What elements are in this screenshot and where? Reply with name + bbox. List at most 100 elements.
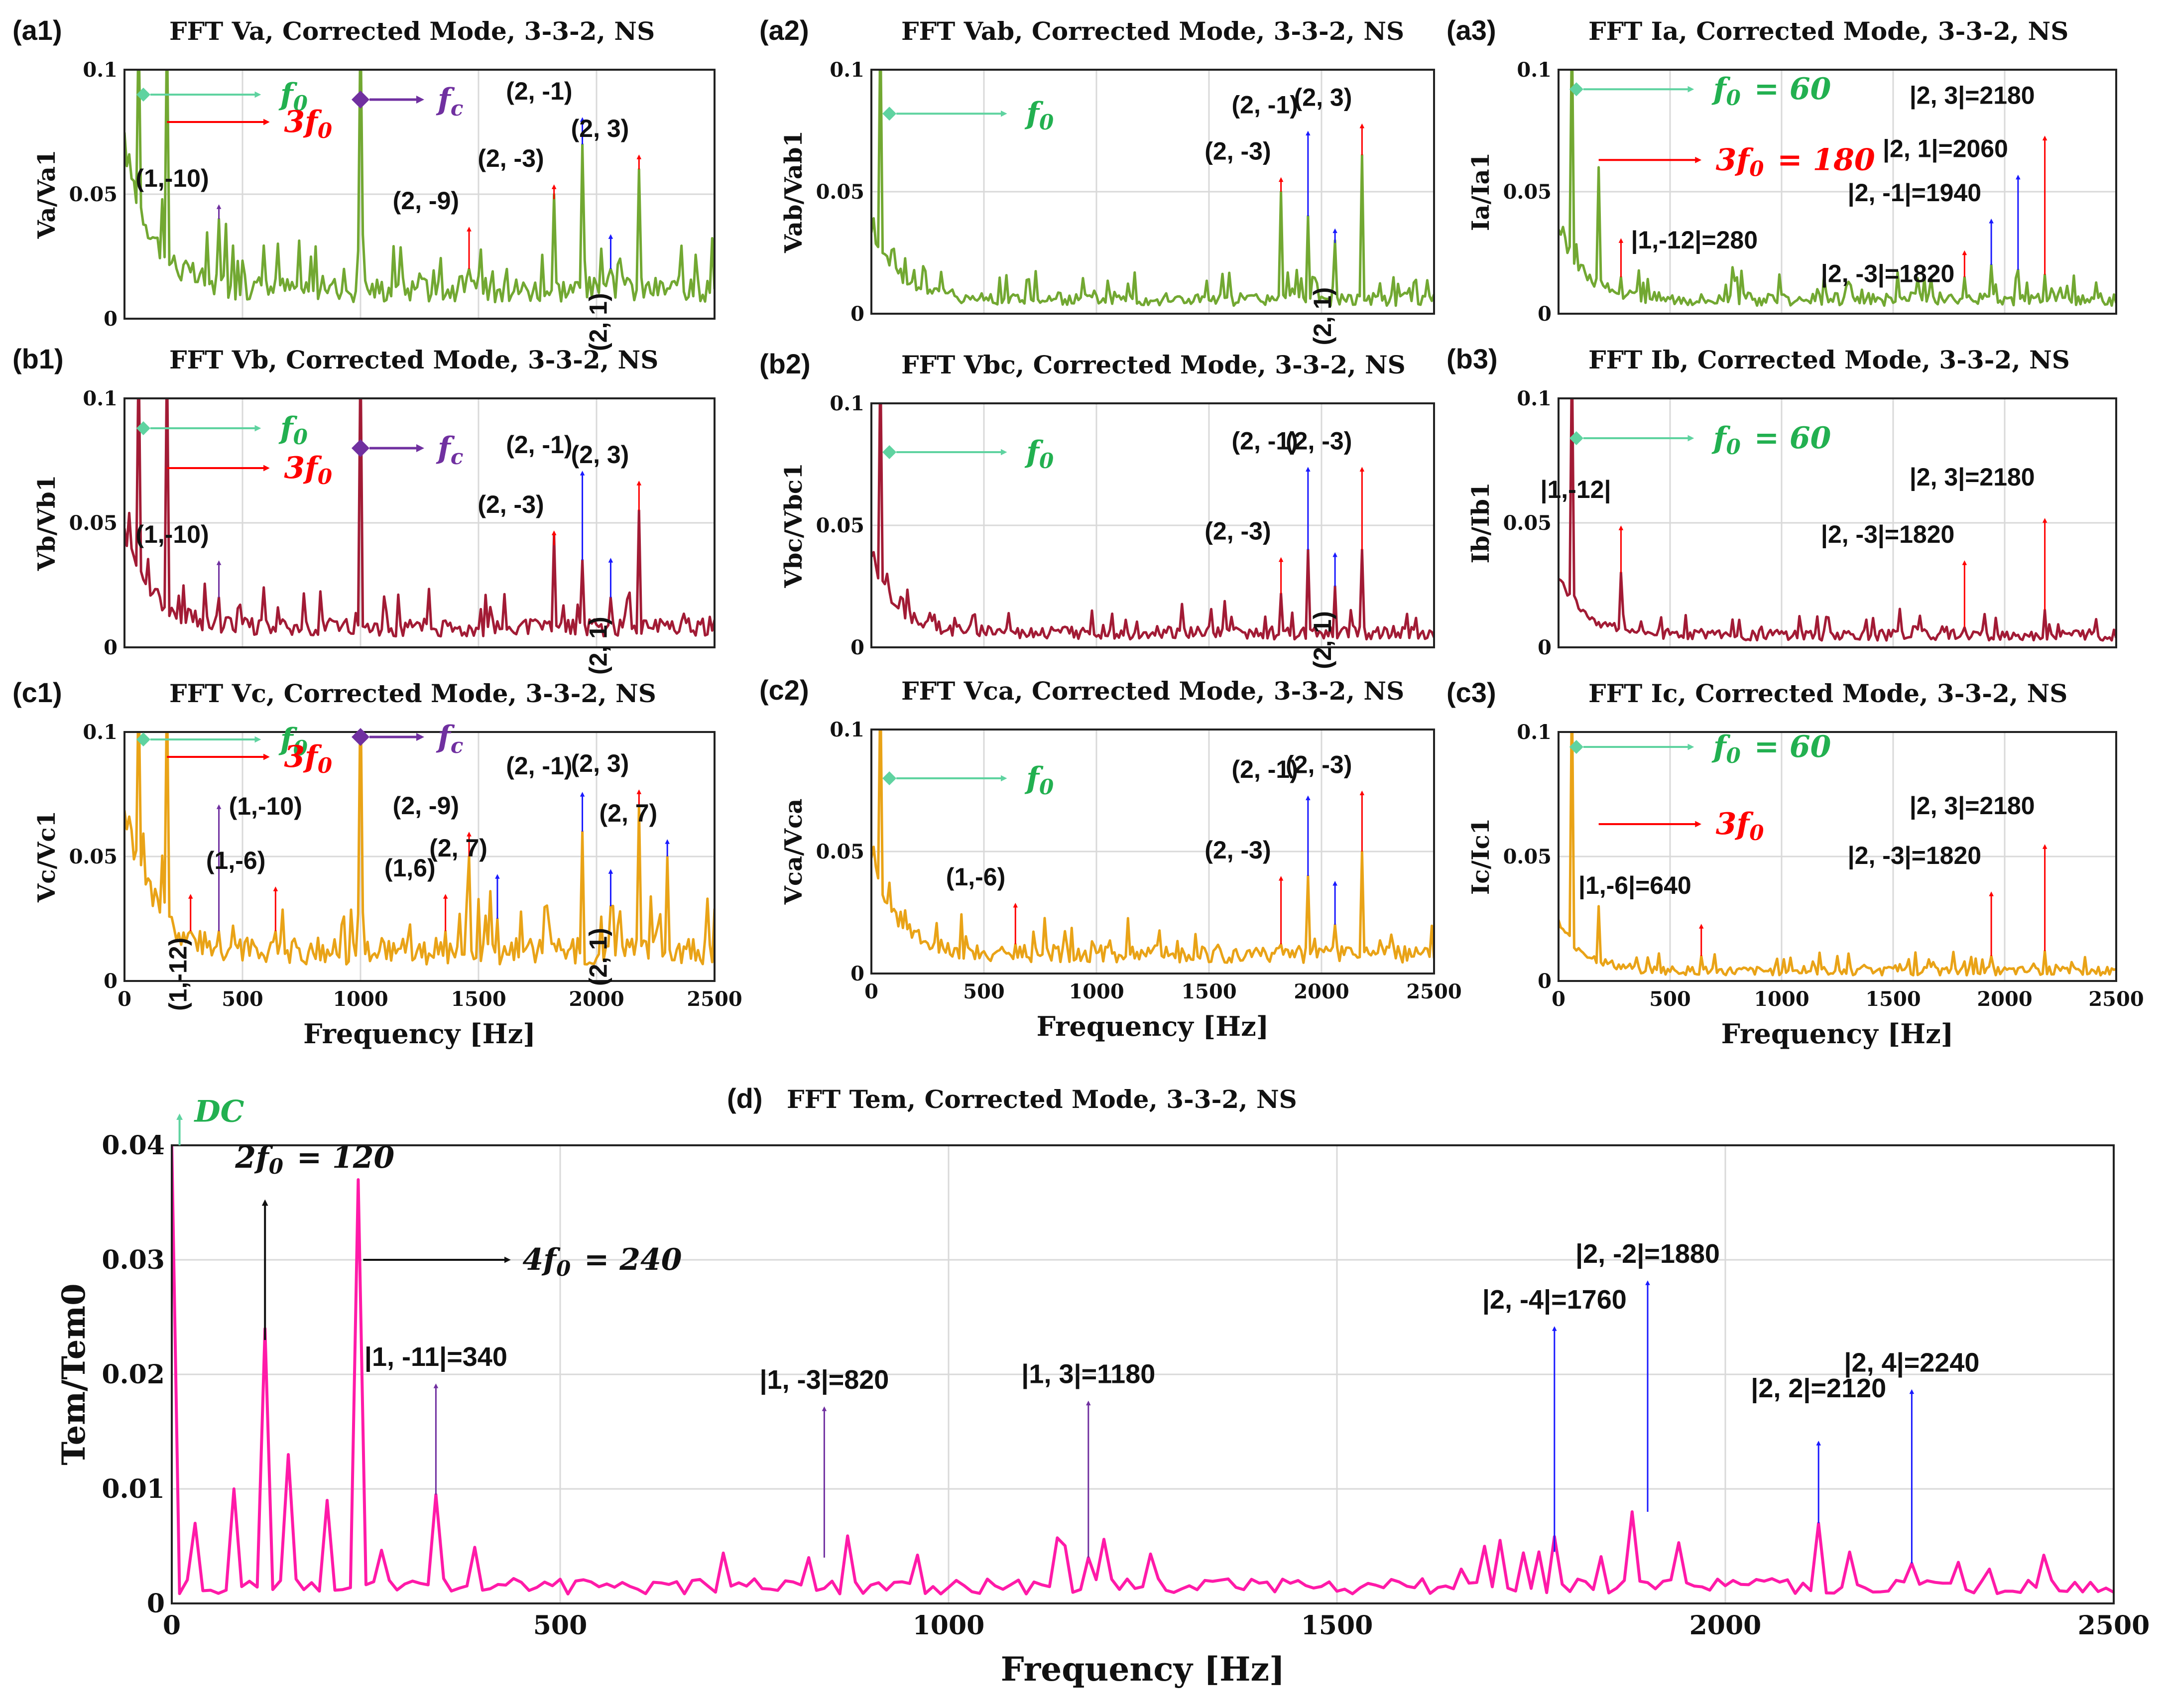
peak-label: (2, 3) <box>571 749 629 777</box>
y-tick-label: 0 <box>1538 302 1552 326</box>
panel-title: FFT Ia, Corrected Mode, 3-3-2, NS <box>1588 16 2068 46</box>
grid <box>1559 732 2116 981</box>
peak-label: |2, 3|=2180 <box>1910 463 2035 491</box>
peak-label: (2, -9) <box>393 792 459 820</box>
y-tick-label: 0.02 <box>102 1359 165 1390</box>
panel-label: (a2) <box>759 14 809 46</box>
peak-label: (1,-6) <box>206 847 265 874</box>
y-tick-label: 0.05 <box>816 180 864 204</box>
panel-title: FFT Ic, Corrected Mode, 3-3-2, NS <box>1588 679 2067 708</box>
y-tick-label: 0.1 <box>83 58 118 82</box>
x-tick-label: 0 <box>163 1610 181 1641</box>
y-axis-label: Vb/Vb1 <box>33 475 61 572</box>
peak-label: (2, 7) <box>429 834 487 862</box>
f0-diamond <box>882 107 897 121</box>
y-tick-label: 0.1 <box>1517 58 1552 82</box>
peak-label: (2, 1) <box>1309 611 1336 669</box>
f0-label: f0 <box>278 411 311 449</box>
panel-label: (b2) <box>759 348 811 379</box>
y-axis-label: Vab/Vab1 <box>780 130 808 253</box>
grid <box>124 732 715 981</box>
panel-a2: (a2) FFT Vab, Corrected Mode, 3-3-2, NS 0 0… <box>759 14 1435 345</box>
y-tick-label: 0 <box>850 636 864 659</box>
f0-diamond <box>1569 740 1583 754</box>
panel-c1: (c1) FFT Vc, Corrected Mode, 3-3-2, NS 0 0.… <box>12 677 742 1050</box>
x-tick-label: 0 <box>118 987 131 1011</box>
y-tick-label: 0.05 <box>816 514 864 537</box>
x-axis-label: Frequency [Hz] <box>1037 1010 1269 1042</box>
peak-label: (2, -1) <box>506 431 572 459</box>
peak-label: (2, -1) <box>506 752 572 780</box>
peak-label: (2, -9) <box>393 187 459 215</box>
x-tick-label: 1500 <box>451 987 506 1011</box>
f0-diamond <box>136 88 150 102</box>
panel-b1: (b1) FFT Vb, Corrected Mode, 3-3-2, NS 0 0.… <box>12 343 716 675</box>
f0-label: f0 <box>1024 435 1057 473</box>
peak-label: (2, -3) <box>1286 427 1352 455</box>
annotations: f0 = 60 |1,-12| |2, -3|=1820 |2, 3|=2180 <box>1540 421 2047 627</box>
annotations: f0 (2, -3) (2, -1) (2, 1) (2, 3) <box>882 84 1365 345</box>
x-tick-label: 1000 <box>1754 987 1809 1011</box>
4f0-label: 4f0 = 240 <box>522 1242 682 1281</box>
axes-box <box>870 729 1435 975</box>
y-tick-label: 0.1 <box>830 718 864 741</box>
grid <box>1559 70 2116 314</box>
x-tick-label: 1000 <box>1069 980 1124 1003</box>
y-axis-label: Vc/Vc1 <box>33 811 61 903</box>
axes-box <box>1558 731 2117 982</box>
x-tick-label: 2500 <box>1406 980 1461 1003</box>
spectrum-line <box>871 730 1434 964</box>
grid <box>871 403 1434 647</box>
axes-box <box>123 397 716 648</box>
annotations: f0 = 60 3f0 = 180 |1,-12|=280 |2, -3|=1820 |… <box>1569 72 2047 288</box>
peak-label: |1, -11|=340 <box>364 1342 507 1372</box>
axes-box <box>171 1144 2115 1604</box>
panel-a1: (a1) FFT Va, Corrected Mode, 3-3-2, NS 0 0.… <box>12 14 716 351</box>
peak-label: |1,-6|=640 <box>1578 871 1691 900</box>
peak-label: (2, -1) <box>1232 427 1298 455</box>
axes-box <box>123 731 716 982</box>
x-tick-label: 500 <box>222 987 263 1011</box>
spectrum-line <box>124 732 715 966</box>
grid <box>871 70 1434 314</box>
x-tick-label: 1000 <box>333 987 388 1011</box>
spectrum-line <box>871 70 1434 307</box>
f0-diamond <box>136 421 150 435</box>
peak-label: (2, -3) <box>478 144 544 172</box>
y-tick-label: 0 <box>104 970 118 993</box>
panels-layer: (a1) FFT Va, Corrected Mode, 3-3-2, NS 0 0.… <box>12 14 2150 1689</box>
annotations: f0 (1,-6)(2, -3)(2, -1)(2, -3) <box>882 750 1365 945</box>
y-tick-label: 0.05 <box>69 511 118 535</box>
y-tick-label: 0.1 <box>83 387 118 410</box>
panel-label: (c3) <box>1446 677 1496 708</box>
peak-label: |2, 1|=2060 <box>1883 135 2008 163</box>
2f0-label: 2f0 = 120 <box>235 1140 394 1179</box>
f0-label: f0 = 60 <box>1711 421 1831 459</box>
peak-label: |1, 3|=1180 <box>1021 1359 1155 1390</box>
peak-label: |2, -3|=1820 <box>1821 520 1954 549</box>
panel-label: (b1) <box>12 343 64 374</box>
peak-label: |2, -3|=1820 <box>1821 259 1954 288</box>
y-tick-label: 0.03 <box>102 1245 165 1275</box>
y-tick-label: 0.05 <box>69 183 118 206</box>
y-axis-label: Vca/Vca <box>780 799 808 905</box>
axes-box <box>1558 397 2117 648</box>
panel-title: FFT Vc, Corrected Mode, 3-3-2, NS <box>169 679 656 708</box>
peak-label: (1,-10) <box>135 520 209 548</box>
y-axis-label: Vbc/Vbc1 <box>780 463 808 589</box>
grid <box>871 730 1434 974</box>
spectrum-line <box>124 70 715 304</box>
x-tick-label: 1500 <box>1865 987 1921 1011</box>
peak-label: (2, -3) <box>1286 750 1352 778</box>
peak-label: |2, 4|=2240 <box>1844 1348 1979 1378</box>
axes-box <box>870 69 1435 315</box>
f0-label: f0 = 60 <box>1711 730 1831 768</box>
panel-label: (c1) <box>12 677 62 708</box>
x-tick-label: 500 <box>963 980 1005 1003</box>
x-tick-label: 2500 <box>2078 1610 2150 1641</box>
x-axis-label: Frequency [Hz] <box>1001 1650 1285 1689</box>
y-tick-label: 0.04 <box>102 1130 165 1161</box>
fc-diamond <box>352 728 369 746</box>
peak-label: (2, 1) <box>584 928 612 986</box>
